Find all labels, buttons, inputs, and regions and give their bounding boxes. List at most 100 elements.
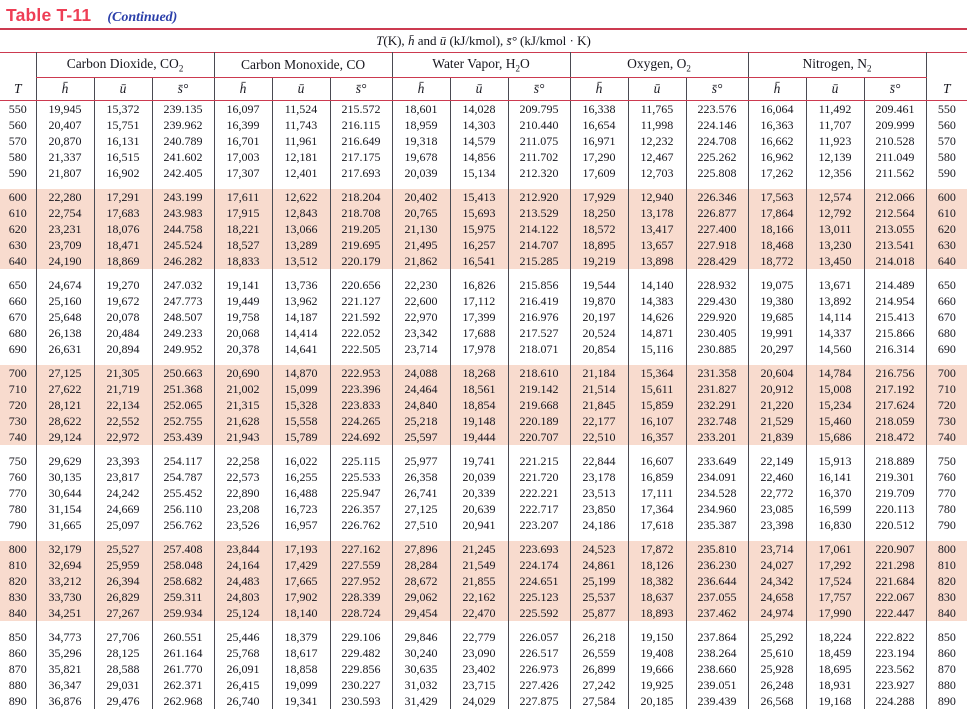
data-cell: 32,179 <box>35 541 94 557</box>
data-cell: 226.357 <box>329 501 393 517</box>
data-cell: 17,611 <box>213 189 273 205</box>
data-cell: 262.371 <box>151 677 215 693</box>
data-cell: 15,611 <box>627 381 687 397</box>
data-cell: 15,413 <box>449 189 509 205</box>
data-cell: 251.368 <box>151 381 215 397</box>
table-header: Carbon Dioxide, CO2 Carbon Monoxide, CO Wa… <box>0 52 967 101</box>
data-cell: 18,382 <box>627 573 687 589</box>
gap-cell <box>627 445 687 453</box>
data-cell: 28,284 <box>391 557 451 573</box>
data-cell: 224.288 <box>863 693 927 709</box>
data-cell: 16,257 <box>449 237 509 253</box>
temperature-cell: 710 <box>0 381 36 397</box>
data-cell: 219.142 <box>507 381 571 397</box>
gap-cell <box>863 181 927 189</box>
table-row: 660 25,160 19,672 247.773 19,449 13,962 221.12… <box>0 293 967 309</box>
data-cell: 15,372 <box>93 100 152 117</box>
data-cell: 26,740 <box>213 693 273 709</box>
data-cell: 212.320 <box>507 165 571 181</box>
data-cell: 258.048 <box>151 557 215 573</box>
data-cell: 21,719 <box>93 381 152 397</box>
data-cell: 18,695 <box>805 661 865 677</box>
data-cell: 24,483 <box>213 573 273 589</box>
temperature-cell: 730 <box>0 413 36 429</box>
table-row: 610 22,754 17,683 243.983 17,915 12,843 218.70… <box>0 205 967 221</box>
data-cell: 31,665 <box>35 517 94 533</box>
data-cell: 16,607 <box>627 453 687 469</box>
data-cell: 23,714 <box>391 341 451 357</box>
temperature-cell: 620 <box>0 221 36 237</box>
table-row: 750 29,629 23,393 254.117 22,258 16,022 225.11… <box>0 453 967 469</box>
gap-cell <box>93 445 152 453</box>
property-column-header: s̄° <box>863 77 927 101</box>
data-cell: 12,843 <box>271 205 331 221</box>
subtitle-part: (K), <box>383 33 408 48</box>
data-cell: 27,584 <box>569 693 629 709</box>
data-cell: 24,658 <box>747 589 807 605</box>
data-cell: 21,495 <box>391 237 451 253</box>
data-cell: 221.592 <box>329 309 393 325</box>
data-cell: 34,251 <box>35 605 94 621</box>
data-cell: 24,803 <box>213 589 273 605</box>
data-cell: 214.954 <box>863 293 927 309</box>
data-cell: 258.682 <box>151 573 215 589</box>
data-cell: 240.789 <box>151 133 215 149</box>
gap-cell <box>93 621 152 629</box>
gap-cell <box>569 621 629 629</box>
property-column-header: ū <box>271 77 331 101</box>
data-cell: 225.115 <box>329 453 393 469</box>
table-row: 720 28,121 22,134 252.065 21,315 15,328 223.83… <box>0 397 967 413</box>
data-cell: 216.649 <box>329 133 393 149</box>
corner-cell <box>0 53 36 78</box>
gap-cell <box>627 357 687 365</box>
data-cell: 18,572 <box>569 221 629 237</box>
gap-cell <box>35 621 94 629</box>
data-cell: 23,526 <box>213 517 273 533</box>
data-cell: 222.067 <box>863 589 927 605</box>
data-cell: 209.999 <box>863 117 927 133</box>
data-cell: 19,544 <box>569 277 629 293</box>
data-cell: 12,401 <box>271 165 331 181</box>
gap-cell <box>569 533 629 541</box>
gap-cell <box>151 621 215 629</box>
data-cell: 20,894 <box>93 341 152 357</box>
data-cell: 18,959 <box>391 117 451 133</box>
data-cell: 19,148 <box>449 413 509 429</box>
data-cell: 214.489 <box>863 277 927 293</box>
data-cell: 227.875 <box>507 693 571 709</box>
data-cell: 26,899 <box>569 661 629 677</box>
temperature-cell: 560 <box>925 117 967 133</box>
gap-cell <box>805 445 865 453</box>
data-cell: 16,064 <box>747 100 807 117</box>
temperature-cell: 770 <box>925 485 967 501</box>
temperature-cell: 800 <box>0 541 36 557</box>
data-cell: 21,305 <box>93 365 152 381</box>
table-row: 880 36,347 29,031 262.371 26,415 19,099 230.22… <box>0 677 967 693</box>
temperature-cell: 800 <box>925 541 967 557</box>
data-cell: 15,913 <box>805 453 865 469</box>
data-cell: 20,639 <box>449 501 509 517</box>
data-cell: 23,850 <box>569 501 629 517</box>
data-cell: 21,529 <box>747 413 807 429</box>
data-cell: 20,912 <box>747 381 807 397</box>
data-cell: 17,262 <box>747 165 807 181</box>
data-cell: 25,527 <box>93 541 152 557</box>
gap-cell <box>151 269 215 277</box>
subscript: 2 <box>867 63 872 74</box>
gap-cell <box>507 269 571 277</box>
data-cell: 24,669 <box>93 501 152 517</box>
gap-cell <box>391 533 451 541</box>
property-column-header: h̄ <box>391 77 451 101</box>
data-cell: 18,126 <box>627 557 687 573</box>
gap-cell <box>35 445 94 453</box>
data-cell: 26,358 <box>391 469 451 485</box>
table-row: 790 31,665 25,097 256.762 23,526 16,957 226.76… <box>0 517 967 533</box>
gap-cell <box>747 621 807 629</box>
data-cell: 17,990 <box>805 605 865 621</box>
data-cell: 12,574 <box>805 189 865 205</box>
data-cell: 19,380 <box>747 293 807 309</box>
data-cell: 239.135 <box>151 100 215 117</box>
data-cell: 13,066 <box>271 221 331 237</box>
data-cell: 213.541 <box>863 237 927 253</box>
data-cell: 24,464 <box>391 381 451 397</box>
